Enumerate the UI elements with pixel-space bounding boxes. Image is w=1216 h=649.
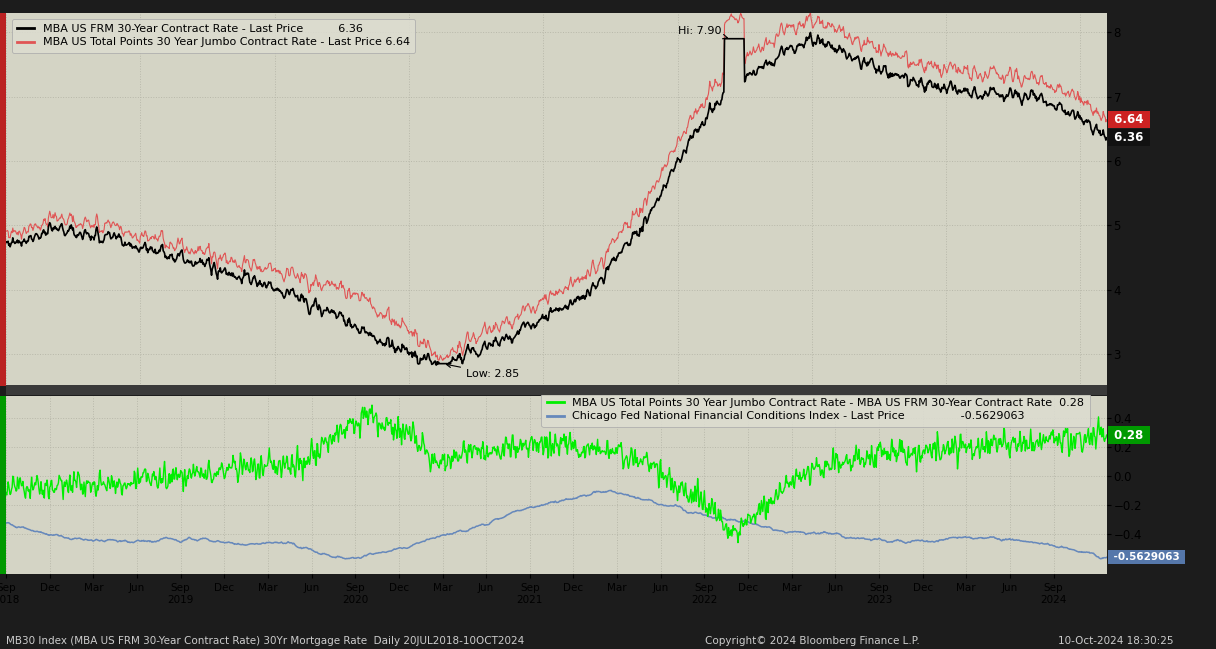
Text: 10-Oct-2024 18:30:25: 10-Oct-2024 18:30:25 [1058, 636, 1173, 646]
Legend: MBA US FRM 30-Year Contract Rate - Last Price          6.36, MBA US Total Points: MBA US FRM 30-Year Contract Rate - Last … [12, 19, 416, 53]
Text: 6.64: 6.64 [1110, 114, 1148, 127]
Text: MB30 Index (MBA US FRM 30-Year Contract Rate) 30Yr Mortgage Rate  Daily 20JUL201: MB30 Index (MBA US FRM 30-Year Contract … [6, 636, 524, 646]
Text: 6.36: 6.36 [1110, 131, 1148, 144]
Text: 0.28: 0.28 [1110, 428, 1148, 441]
Text: Copyright© 2024 Bloomberg Finance L.P.: Copyright© 2024 Bloomberg Finance L.P. [705, 636, 921, 646]
Legend: MBA US Total Points 30 Year Jumbo Contract Rate - MBA US FRM 30-Year Contract Ra: MBA US Total Points 30 Year Jumbo Contra… [541, 393, 1090, 427]
Text: Low: 2.85: Low: 2.85 [446, 363, 519, 378]
Text: Hi: 7.90: Hi: 7.90 [677, 25, 727, 39]
Text: -0.5629063: -0.5629063 [1110, 552, 1183, 563]
